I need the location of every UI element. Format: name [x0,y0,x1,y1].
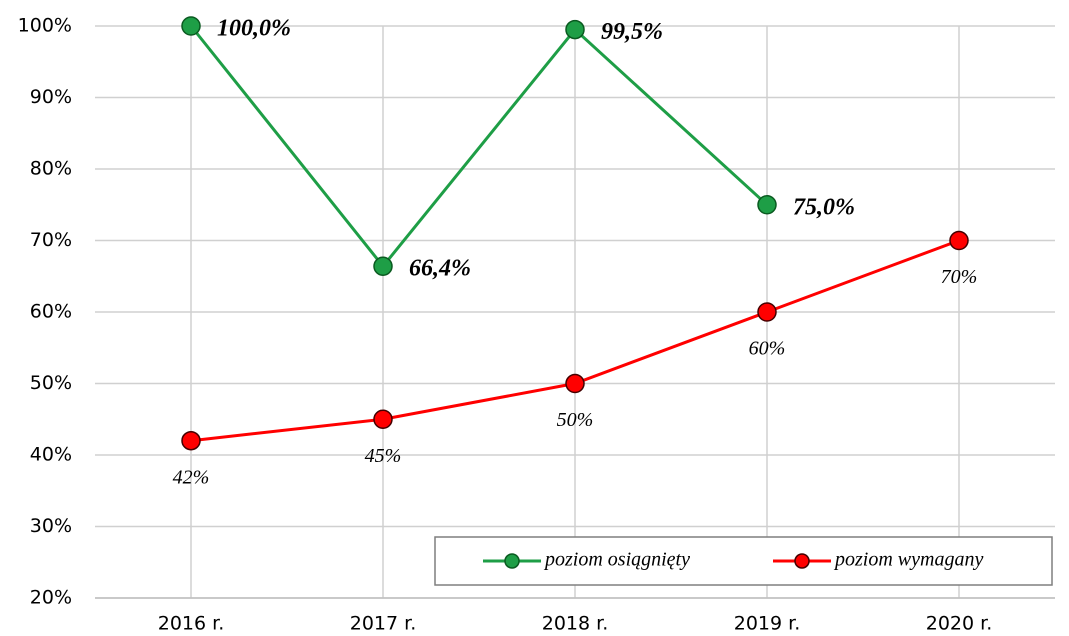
data-label: 100,0% [217,16,291,42]
legend-label: poziom wymagany [833,549,983,571]
data-label: 70% [941,266,978,288]
legend-marker [504,553,520,569]
legend-marker [794,553,810,569]
series-line [189,25,769,269]
y-tick-label: 40% [30,444,72,466]
data-point [373,256,393,276]
data-point [181,430,201,451]
data-point [181,16,201,36]
data-label: 66,4% [409,256,471,282]
y-tick-label: 50% [30,372,72,394]
x-tick-label: 2019 r. [734,613,801,635]
legend: poziom osiągnięty poziom wymagany [434,536,1053,586]
legend-label: poziom osiągnięty [543,549,690,571]
y-tick-label: 100% [18,15,72,37]
y-tick-label: 30% [30,515,72,537]
data-label: 60% [749,338,786,360]
x-tick-label: 2016 r. [158,613,225,635]
x-tick-label: 2018 r. [542,613,609,635]
data-point [949,230,969,251]
data-label: 45% [365,445,402,467]
x-tick-label: 2017 r. [350,613,417,635]
data-point [565,373,585,394]
data-point [757,302,777,322]
x-tick-label: 2020 r. [926,613,993,635]
data-point [565,19,585,40]
y-tick-label: 20% [30,587,72,609]
y-tick-label: 70% [30,229,72,251]
data-label: 75,0% [793,194,855,220]
y-tick-label: 80% [30,158,72,180]
y-tick-label: 60% [30,301,72,323]
data-label: 42% [173,466,210,488]
data-point [757,195,777,215]
data-point [373,409,393,429]
data-label: 50% [557,409,594,431]
data-label: 99,5% [601,19,663,45]
y-tick-label: 90% [30,86,72,108]
